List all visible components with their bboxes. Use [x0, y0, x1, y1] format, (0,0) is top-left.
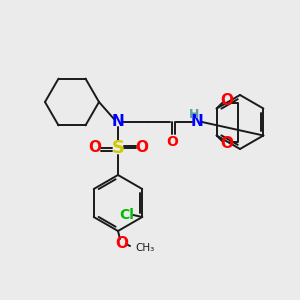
Text: N: N — [112, 115, 124, 130]
Text: O: O — [220, 136, 233, 151]
Text: O: O — [88, 140, 101, 155]
Text: S: S — [112, 139, 124, 157]
Text: H: H — [189, 107, 199, 121]
Text: O: O — [166, 135, 178, 149]
Text: N: N — [190, 115, 203, 130]
Text: O: O — [136, 140, 148, 155]
Text: O: O — [116, 236, 128, 251]
Text: Cl: Cl — [119, 208, 134, 222]
Text: CH₃: CH₃ — [135, 243, 154, 253]
Text: O: O — [220, 93, 233, 108]
